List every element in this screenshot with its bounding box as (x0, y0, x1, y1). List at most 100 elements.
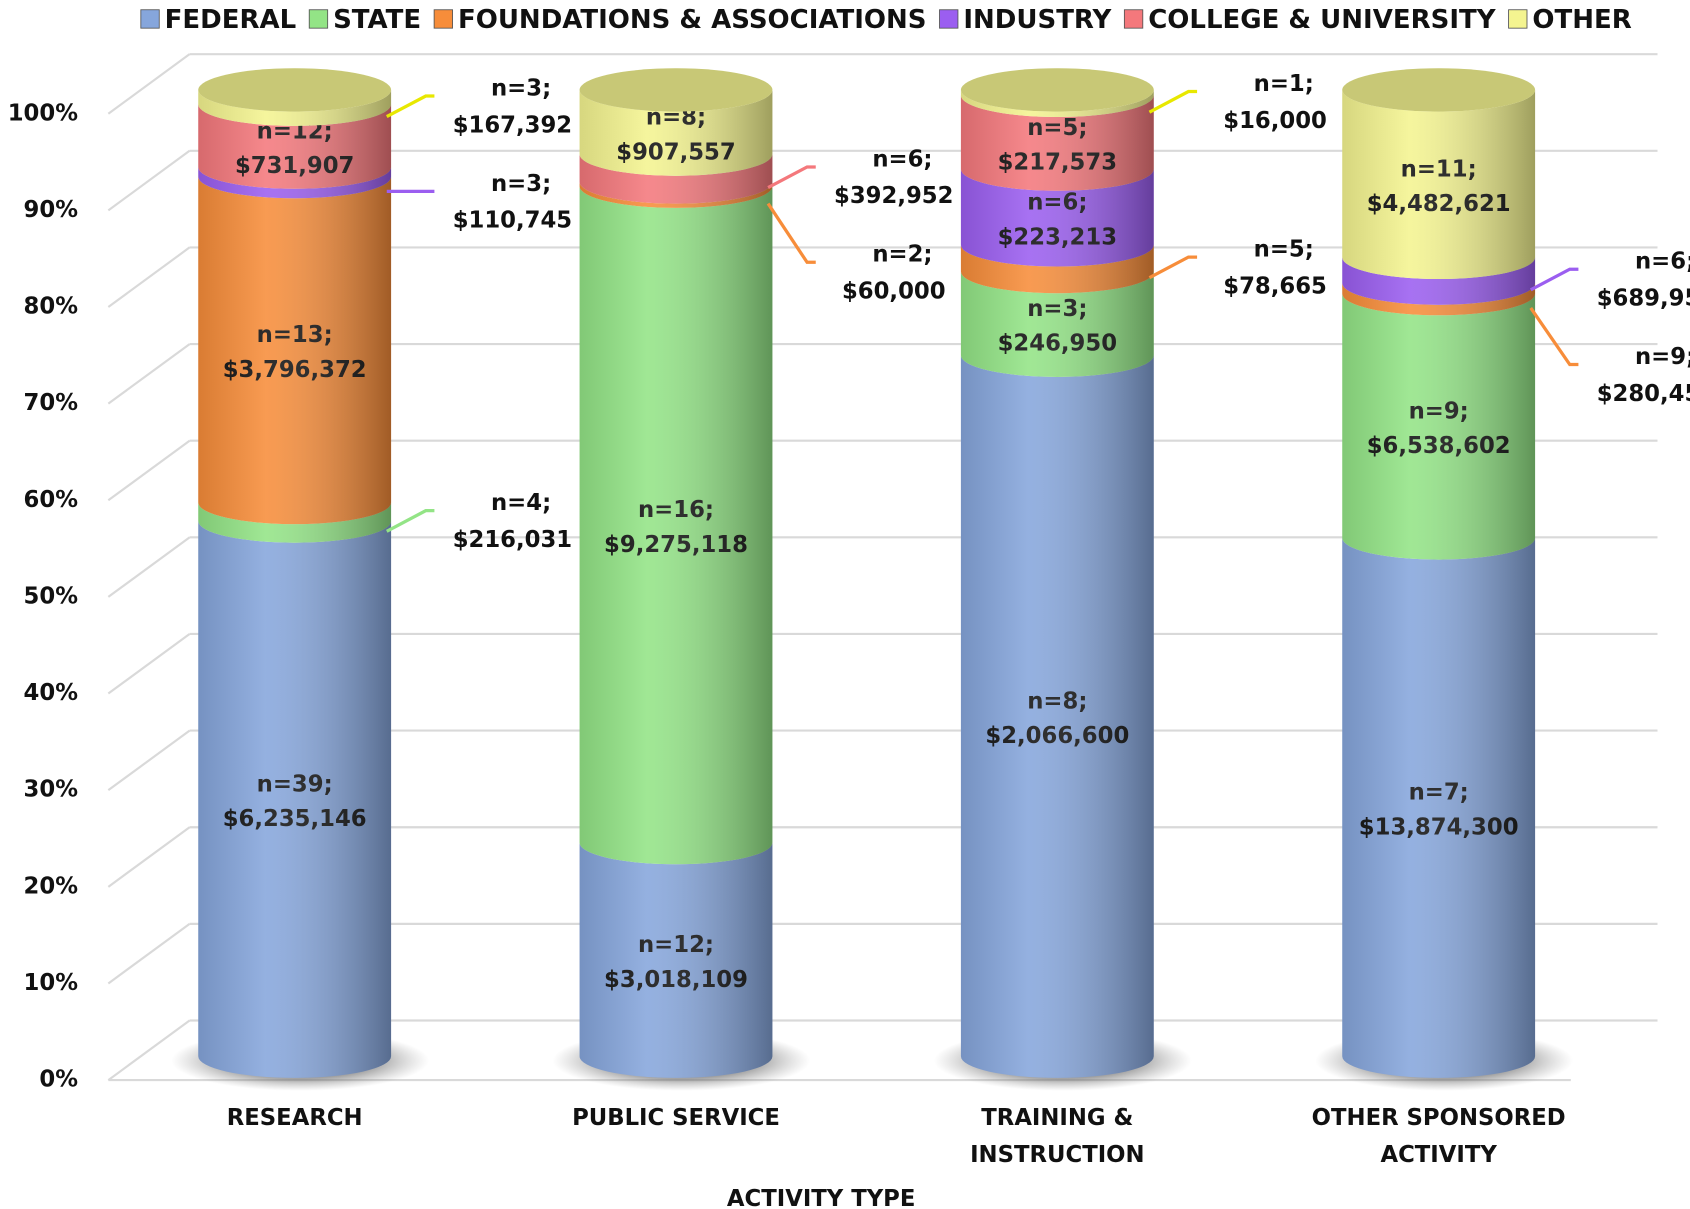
legend-swatch (939, 9, 959, 29)
data-label-line: n=5; (1027, 114, 1087, 140)
grid-line (107, 633, 191, 695)
bar-top (579, 68, 773, 112)
x-tick-label: OTHER SPONSORED ACTIVITY (1312, 1104, 1566, 1167)
y-tick-label: 90% (24, 197, 79, 223)
grid-line (107, 922, 191, 985)
x-tick-label: RESEARCH (227, 1104, 363, 1130)
leader-line (385, 509, 435, 533)
data-label-line: $6,235,146 (223, 805, 367, 831)
x-tick-label: TRAINING & INSTRUCTION (970, 1104, 1144, 1167)
data-label: n=4; $216,031 (453, 490, 572, 553)
data-label-line: $110,745 (453, 207, 572, 233)
leader-line (1529, 267, 1579, 292)
data-label-line: $3,018,109 (604, 966, 748, 992)
data-label-line: n=3; (491, 170, 551, 196)
data-label-line: n=6; (872, 146, 932, 172)
grid-line (107, 343, 191, 405)
data-label-line: $907,557 (616, 139, 735, 165)
grid-line (107, 53, 191, 115)
y-tick-label: 0% (39, 1067, 78, 1093)
bar-top-tint (198, 68, 392, 112)
legend: FEDERAL STATE FOUNDATIONS & ASSOCIATIONS IN… (140, 5, 1632, 35)
data-label-line: $16,000 (1223, 107, 1327, 133)
legend-label: OTHER (1532, 5, 1631, 35)
data-label-line: $223,213 (998, 224, 1117, 250)
leader-line (1148, 89, 1198, 114)
data-label-line: $216,031 (453, 526, 572, 552)
leader-line (1529, 306, 1579, 367)
x-tick-label: PUBLIC SERVICE (572, 1104, 780, 1130)
y-tick-label: 80% (24, 294, 79, 320)
bar-top-tint (960, 68, 1154, 112)
bar-segment (579, 186, 773, 865)
data-label-line: n=9; (1635, 343, 1690, 369)
data-label-line: n=1; (1254, 70, 1314, 96)
grid-line (107, 826, 191, 888)
bar-segment (960, 355, 1154, 1078)
bar-segment (198, 521, 392, 1078)
data-label: n=6; $392,952 (834, 146, 953, 209)
y-tick-label: 40% (24, 680, 79, 706)
data-label-line: $689,957 (1597, 285, 1690, 311)
data-label-line: $3,796,372 (223, 356, 367, 382)
data-label-line: $60,000 (842, 278, 946, 304)
data-label-line: n=11; (1401, 156, 1477, 182)
grid-line (107, 729, 191, 792)
data-label-line: $4,482,621 (1367, 190, 1511, 216)
data-label-line: n=5; (1254, 236, 1314, 262)
data-label-line: n=3; (1027, 296, 1087, 322)
data-label-line: n=16; (638, 497, 714, 523)
data-label-line: $246,950 (998, 330, 1117, 356)
bar-segment (1342, 537, 1536, 1078)
data-label-line: n=6; (1635, 248, 1690, 274)
data-label-line: $13,874,300 (1359, 814, 1519, 840)
y-tick-label: 70% (24, 390, 79, 416)
data-label-line: $392,952 (834, 183, 953, 209)
legend-label: INDUSTRY (963, 5, 1112, 35)
data-label: n=2; $60,000 (842, 241, 946, 304)
data-label: n=3; $110,745 (453, 170, 572, 233)
data-label-line: n=3; (491, 75, 551, 101)
grid-line (107, 246, 191, 308)
data-label: n=9; $280,458 (1597, 343, 1690, 406)
legend-label: COLLEGE & UNIVERSITY (1148, 5, 1497, 35)
data-label-line: $2,066,600 (985, 723, 1129, 749)
grid-line (107, 149, 191, 212)
legend-label: FEDERAL (165, 5, 297, 35)
y-tick-label: 60% (24, 487, 79, 513)
y-tick-label: 100% (8, 100, 78, 126)
bar-top (1342, 68, 1536, 112)
data-label: n=3; $167,392 (453, 75, 572, 138)
data-label-line: n=8; (1027, 688, 1087, 714)
x-axis-title: ACTIVITY TYPE (727, 1186, 915, 1209)
legend-label: FOUNDATIONS & ASSOCIATIONS (458, 5, 927, 35)
legend-swatch (433, 9, 453, 29)
bar-segment (1342, 89, 1536, 280)
y-tick-label: 50% (24, 583, 79, 609)
y-tick-label: 30% (24, 777, 79, 803)
bar-segment (1342, 293, 1536, 560)
bar-top (960, 68, 1154, 112)
data-label-line: $731,907 (235, 153, 354, 179)
data-label-line: $6,538,602 (1367, 433, 1511, 459)
data-label-line: $9,275,118 (604, 531, 748, 557)
data-label-line: n=12; (638, 932, 714, 958)
data-label-line: n=6; (1027, 189, 1087, 215)
legend-swatch (308, 9, 329, 29)
legend-swatch (140, 9, 160, 29)
bar-segment (198, 176, 392, 525)
data-label-line: $167,392 (453, 112, 572, 138)
leader-line (1148, 255, 1198, 280)
data-label-line: $78,665 (1223, 273, 1327, 299)
grid-line (107, 536, 191, 598)
data-label: n=1; $16,000 (1223, 70, 1327, 133)
data-label-line: n=4; (491, 490, 551, 516)
bar-top-tint (579, 68, 773, 112)
leader-line (766, 202, 816, 264)
legend-swatch (1508, 9, 1528, 29)
data-label: n=5; $78,665 (1223, 236, 1327, 299)
data-label-line: n=2; (872, 241, 932, 267)
data-label-line: n=9; (1409, 398, 1469, 424)
grid-line (107, 439, 191, 502)
